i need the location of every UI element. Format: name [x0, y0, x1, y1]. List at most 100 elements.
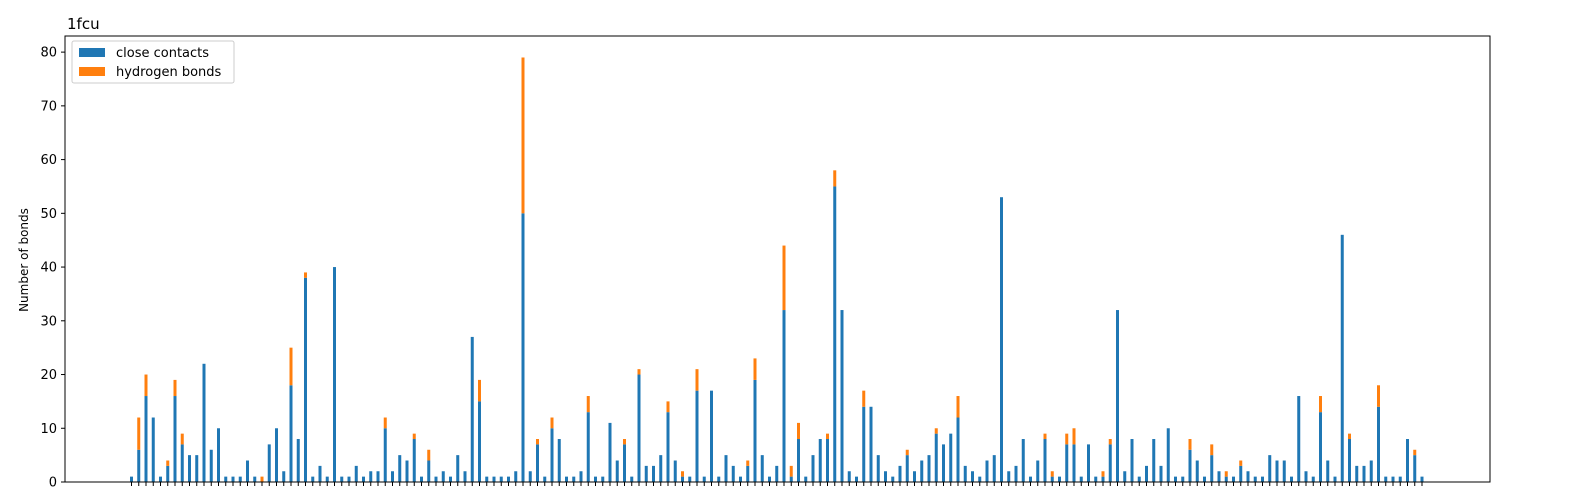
- bar-close-contacts: [1406, 439, 1409, 482]
- bar-close-contacts: [565, 476, 568, 482]
- bar-close-contacts: [195, 455, 199, 482]
- bar-close-contacts: [884, 471, 887, 482]
- bar-close-contacts: [1101, 476, 1105, 482]
- bar-close-contacts: [130, 476, 133, 482]
- bar-close-contacts: [354, 465, 358, 482]
- bar-close-contacts: [470, 336, 474, 482]
- bar-close-contacts: [1326, 460, 1330, 482]
- bar-hydrogen-bonds: [289, 347, 293, 386]
- bar-close-contacts: [688, 476, 692, 482]
- bar-close-contacts: [963, 465, 967, 482]
- bar-close-contacts: [1152, 439, 1156, 482]
- bar-hydrogen-bonds: [137, 417, 141, 450]
- bar-hydrogen-bonds: [797, 422, 800, 440]
- bar-close-contacts: [1239, 465, 1243, 482]
- bar-hydrogen-bonds: [550, 417, 554, 429]
- bar-close-contacts: [267, 444, 271, 482]
- bar-close-contacts: [1014, 465, 1018, 482]
- legend-box: [71, 40, 235, 84]
- bar-close-contacts: [920, 460, 924, 482]
- bar-hydrogen-bonds: [383, 417, 387, 429]
- bar-close-contacts: [405, 460, 409, 482]
- bar-close-contacts: [485, 476, 489, 482]
- bar-close-contacts: [463, 471, 467, 482]
- legend-label-hydrogen-bonds: hydrogen bonds: [116, 65, 222, 80]
- bar-close-contacts: [615, 460, 619, 482]
- bar-close-contacts: [398, 455, 402, 482]
- bar-close-contacts: [942, 444, 945, 482]
- bar-close-contacts: [543, 476, 547, 482]
- bar-hydrogen-bonds: [144, 374, 148, 397]
- bar-hydrogen-bonds: [180, 433, 184, 445]
- bar-close-contacts: [173, 396, 177, 482]
- bar-close-contacts: [340, 476, 344, 482]
- bar-close-contacts: [456, 455, 460, 482]
- bar-close-contacts: [862, 406, 866, 482]
- bar-close-contacts: [768, 476, 771, 482]
- bar-close-contacts: [608, 422, 612, 482]
- bar-close-contacts: [1036, 460, 1040, 482]
- bar-close-contacts: [528, 471, 532, 482]
- bar-close-contacts: [253, 476, 257, 482]
- bar-hydrogen-bonds: [521, 57, 525, 214]
- bar-close-contacts: [978, 476, 982, 482]
- y-axis-label: Number of bonds: [17, 208, 31, 312]
- bar-close-contacts: [1159, 465, 1163, 482]
- bar-close-contacts: [659, 455, 663, 482]
- bar-close-contacts: [304, 277, 307, 482]
- bar-close-contacts: [427, 460, 431, 482]
- legend-swatch-hydrogen-bonds: [79, 67, 105, 76]
- bar-close-contacts: [275, 428, 278, 482]
- bar-close-contacts: [296, 439, 300, 482]
- bar-close-contacts: [1362, 465, 1366, 482]
- bar-close-contacts: [1137, 476, 1141, 482]
- bar-hydrogen-bonds: [905, 449, 909, 456]
- bar-close-contacts: [927, 455, 931, 482]
- bar-close-contacts: [985, 460, 989, 482]
- bar-close-contacts: [637, 374, 641, 482]
- legend-swatch-close-contacts: [79, 48, 105, 57]
- bar-close-contacts: [434, 476, 438, 482]
- x-axis-ticks: [131, 482, 1423, 486]
- bar-close-contacts: [652, 465, 655, 482]
- bar-close-contacts: [217, 428, 220, 482]
- bar-hydrogen-bonds: [1043, 433, 1047, 440]
- bar-close-contacts: [1333, 476, 1337, 482]
- bar-close-contacts: [1050, 476, 1054, 482]
- bar-close-contacts: [811, 455, 815, 482]
- bar-close-contacts: [383, 428, 387, 482]
- y-tick-label: 60: [40, 153, 57, 168]
- bar-hydrogen-bonds: [1210, 444, 1214, 456]
- bar-close-contacts: [1384, 476, 1388, 482]
- bar-close-contacts: [782, 310, 786, 482]
- bar-close-contacts: [1123, 471, 1127, 482]
- bar-hydrogen-bonds: [536, 439, 539, 445]
- bar-close-contacts: [1181, 476, 1185, 482]
- bar-close-contacts: [746, 465, 750, 482]
- bar-hydrogen-bonds: [934, 428, 938, 434]
- bar-hydrogen-bonds: [1072, 428, 1076, 445]
- bar-close-contacts: [159, 476, 162, 482]
- bar-close-contacts: [724, 455, 728, 482]
- bar-hydrogen-bonds: [637, 369, 641, 375]
- y-tick-label: 40: [40, 261, 57, 276]
- bar-close-contacts: [1029, 476, 1032, 482]
- y-tick-label: 30: [40, 314, 57, 329]
- bar-close-contacts: [992, 455, 996, 482]
- bar-close-contacts: [710, 390, 713, 482]
- bar-hydrogen-bonds: [412, 433, 416, 440]
- bar-close-contacts: [1072, 444, 1076, 482]
- bar-close-contacts: [1195, 460, 1199, 482]
- y-tick-label: 70: [40, 99, 57, 114]
- bar-close-contacts: [1145, 465, 1148, 482]
- bar-close-contacts: [521, 213, 525, 482]
- bar-close-contacts: [1297, 396, 1301, 482]
- bar-close-contacts: [1217, 471, 1221, 482]
- bar-close-contacts: [826, 439, 829, 482]
- bar-close-contacts: [601, 476, 605, 482]
- bar-close-contacts: [499, 476, 503, 482]
- bar-close-contacts: [282, 471, 286, 482]
- bar-close-contacts: [579, 471, 583, 482]
- bar-hydrogen-bonds: [956, 396, 960, 418]
